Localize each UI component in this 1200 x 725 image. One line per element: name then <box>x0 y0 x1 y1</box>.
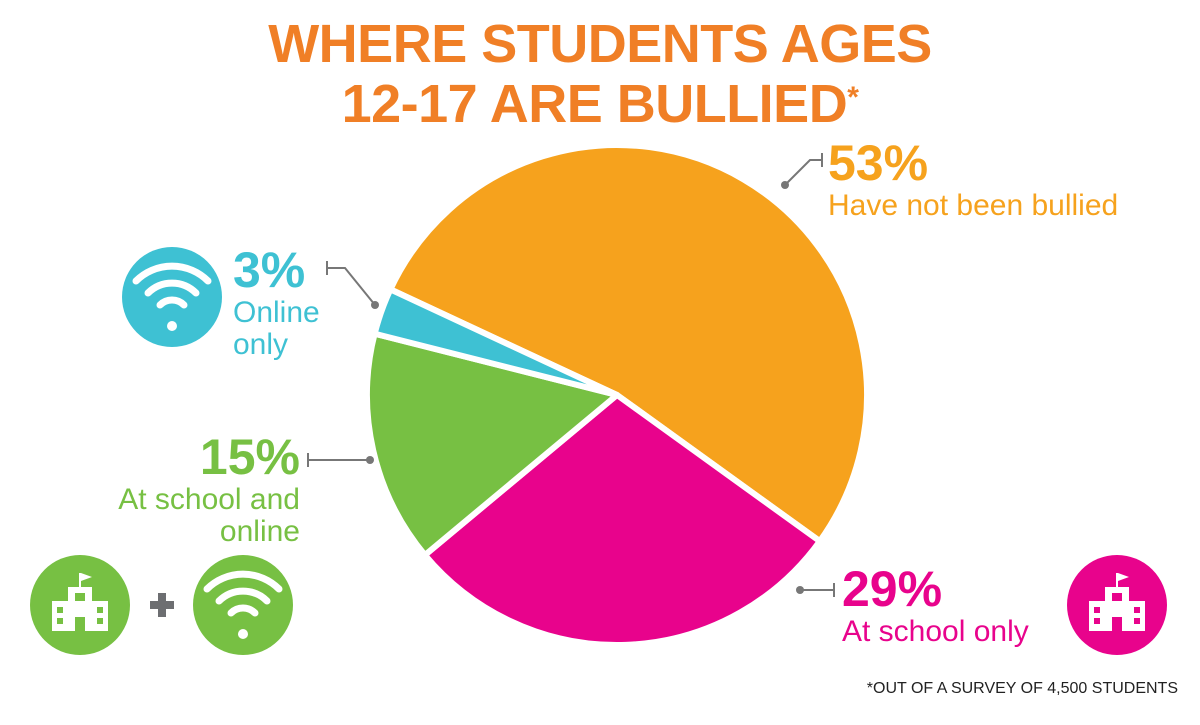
pie-slice <box>364 330 620 559</box>
pie-slice <box>371 286 620 398</box>
leader-dots <box>366 181 804 594</box>
slice-label: 15% At school and online <box>80 430 300 548</box>
pie-slice <box>421 392 823 648</box>
chart-title: WHERE STUDENTS AGES 12-17 ARE BULLIED* <box>240 14 960 134</box>
value-label: 53% <box>828 135 929 191</box>
category-label: Have not been bullied <box>828 189 1119 222</box>
pie-slice <box>387 142 870 545</box>
category-label: At school only <box>842 615 1029 648</box>
value-label: 3% <box>233 242 306 298</box>
slice-label: 53% Have not been bullied <box>828 136 1188 222</box>
pie <box>364 142 870 648</box>
footnote: *OUT OF A SURVEY OF 4,500 STUDENTS <box>866 680 1178 697</box>
title-text: WHERE STUDENTS AGES 12-17 ARE BULLIED <box>268 14 932 134</box>
category-label: Online only <box>233 296 320 361</box>
value-label: 29% <box>842 561 943 617</box>
leader-lines <box>307 153 835 597</box>
slice-label: 29% At school only <box>842 562 1082 648</box>
value-label: 15% <box>199 429 300 485</box>
icons <box>30 247 1167 655</box>
category-label: At school and online <box>118 483 300 548</box>
title-mark: * <box>847 81 859 114</box>
slice-label: 3% Online only <box>233 243 343 361</box>
